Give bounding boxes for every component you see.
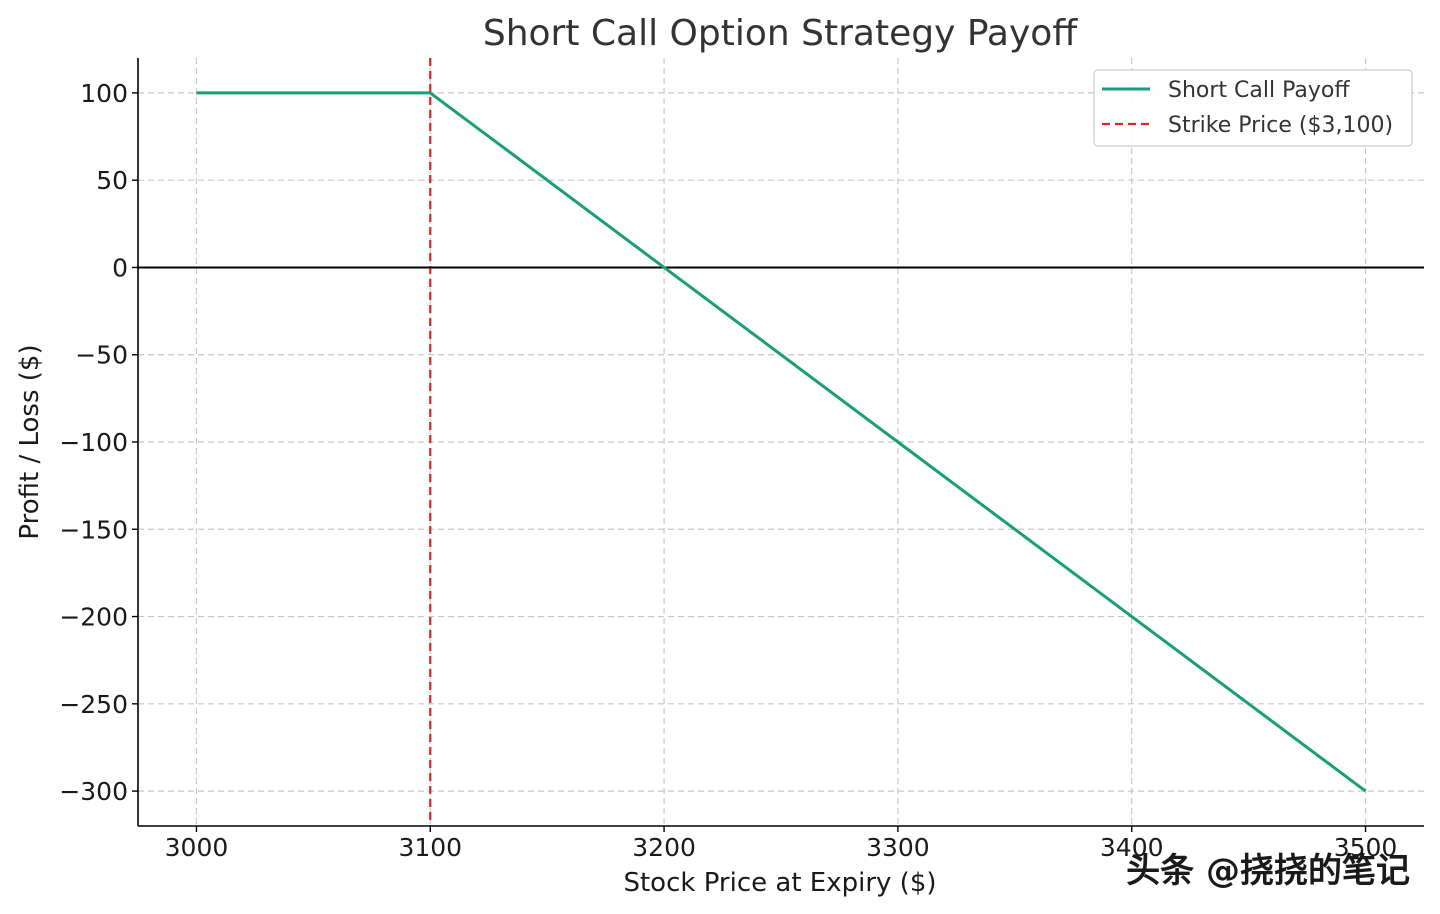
y-tick-label: 50 xyxy=(96,166,128,195)
x-tick-label: 3000 xyxy=(165,833,229,862)
x-tick-label: 3500 xyxy=(1334,833,1398,862)
y-tick-label: 0 xyxy=(112,253,128,282)
chart-title: Short Call Option Strategy Payoff xyxy=(483,13,1078,54)
legend-entry-label: Strike Price ($3,100) xyxy=(1168,113,1393,138)
y-axis-label: Profit / Loss ($) xyxy=(15,344,45,539)
watermark-text: 头条 @挠挠的笔记 xyxy=(1126,851,1410,891)
legend-box xyxy=(1093,69,1413,147)
x-tick-label: 3400 xyxy=(1100,833,1164,862)
y-tick-label: −150 xyxy=(59,515,128,544)
x-tick-label: 3200 xyxy=(632,833,696,862)
y-tick-label: −250 xyxy=(59,690,128,719)
series-lines xyxy=(196,91,1367,793)
y-tick-label: −300 xyxy=(59,777,128,806)
y-tick-label: −200 xyxy=(59,603,128,632)
y-tick-label: 100 xyxy=(80,79,128,108)
y-tick-label: −100 xyxy=(59,428,128,457)
series-line-short-call-payoff xyxy=(196,91,1367,793)
legend: Short Call Payoff Strike Price ($3,100) xyxy=(1093,69,1413,147)
x-axis-label: Stock Price at Expiry ($) xyxy=(623,868,936,898)
tick-labels: 3000 3100 3200 3300 3400 3500 100 50 0 −50 −100 −15… xyxy=(59,79,1397,862)
y-tick-label: −50 xyxy=(75,341,128,370)
reference-lines xyxy=(138,58,1424,826)
grid-lines xyxy=(138,58,1424,826)
x-tick-label: 3100 xyxy=(398,833,462,862)
legend-entry-label: Short Call Payoff xyxy=(1168,78,1350,103)
x-tick-label: 3300 xyxy=(866,833,930,862)
